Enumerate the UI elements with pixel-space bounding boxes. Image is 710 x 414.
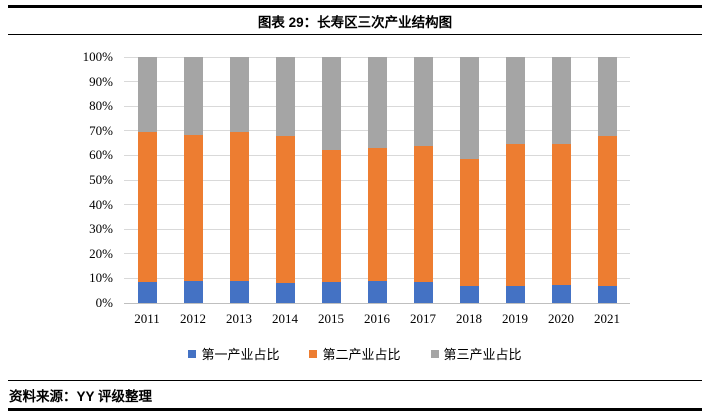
y-axis-tick-label: 70% [89,122,113,138]
y-axis-tick-label: 60% [89,147,113,163]
legend-label: 第二产业占比 [322,347,401,362]
bar-segment [597,285,617,303]
x-axis-line [124,303,630,304]
bar-segment [413,57,433,146]
bar-segment [275,135,295,284]
bar-segment [321,150,341,283]
bar-segment [229,57,249,133]
y-axis-tick-label: 10% [89,270,113,286]
bar-segment [367,57,387,149]
y-axis-tick-label: 100% [82,49,113,64]
bar-segment [275,57,295,136]
legend-item: 第二产业占比 [309,344,401,363]
bar-2011 [137,57,157,303]
x-axis-tick-label: 2021 [594,311,620,326]
bar-segment [367,280,387,303]
bar-segment [321,282,341,303]
title-rule [8,33,702,35]
bar-segment [321,57,341,151]
bar-segment [183,134,203,281]
y-axis-tick-label: 0% [95,295,113,310]
bar-2019 [505,57,525,303]
bottom-rule [8,408,702,411]
x-axis-tick-label: 2014 [272,311,298,326]
x-axis-tick-label: 2012 [180,311,206,326]
bar-segment [551,144,571,285]
bar-2012 [183,57,203,303]
bar-segment [459,159,479,286]
x-axis-tick-label: 2013 [226,311,252,326]
bar-segment [229,280,249,303]
bar-segment [597,135,617,286]
x-axis-tick-label: 2011 [134,311,160,326]
bar-segment [275,283,295,303]
y-axis-tick-label: 80% [89,98,113,114]
y-axis-tick-label: 20% [89,245,113,261]
footer-rule [8,379,702,381]
x-axis-tick-label: 2019 [502,311,528,326]
bar-segment [229,132,249,281]
source-note: 资料来源：YY 评级整理 [9,389,153,404]
legend-item: 第三产业占比 [430,344,522,363]
plot-area [124,56,630,304]
bar-segment [505,57,525,145]
legend-swatch [188,349,197,358]
bar-2015 [321,57,341,303]
x-axis-tick-label: 2016 [364,311,390,326]
bar-2016 [367,57,387,303]
bar-segment [505,144,525,286]
x-axis-tick-label: 2015 [318,311,344,326]
y-axis-tick-label: 40% [89,196,113,212]
bar-segment [505,285,525,303]
y-axis-tick-label: 50% [89,172,113,187]
legend-label: 第一产业占比 [201,347,280,362]
bar-segment [367,148,387,281]
bar-segment [459,285,479,303]
gridline [124,56,630,58]
bar-segment [183,280,203,303]
bar-2018 [459,57,479,303]
x-axis-tick-label: 2017 [410,311,436,326]
bar-2020 [551,57,571,303]
legend-item: 第一产业占比 [188,344,279,363]
bar-segment [459,57,479,160]
bar-segment [551,57,571,145]
legend-swatch [430,349,439,358]
y-axis-tick-label: 30% [89,221,113,237]
chart-legend: 第一产业占比 第二产业占比 第三产业占比 [0,344,710,363]
legend-swatch [309,349,318,358]
bar-2014 [275,57,295,303]
legend-label: 第三产业占比 [443,347,522,362]
bar-segment [413,145,433,283]
bar-segment [137,132,157,283]
bar-segment [597,57,617,136]
bar-2017 [413,57,433,303]
bar-segment [413,282,433,303]
y-axis-tick-label: 90% [89,73,113,89]
bar-2021 [597,57,617,303]
x-axis-tick-label: 2018 [456,311,482,326]
bar-2013 [229,57,249,303]
bar-segment [137,282,157,303]
x-axis-tick-label: 2020 [548,311,574,326]
figure-title: 图表 29：长寿区三次产业结构图 [257,15,453,30]
bar-segment [137,57,157,133]
bar-segment [183,57,203,135]
top-rule [8,5,702,8]
bar-segment [551,284,571,303]
